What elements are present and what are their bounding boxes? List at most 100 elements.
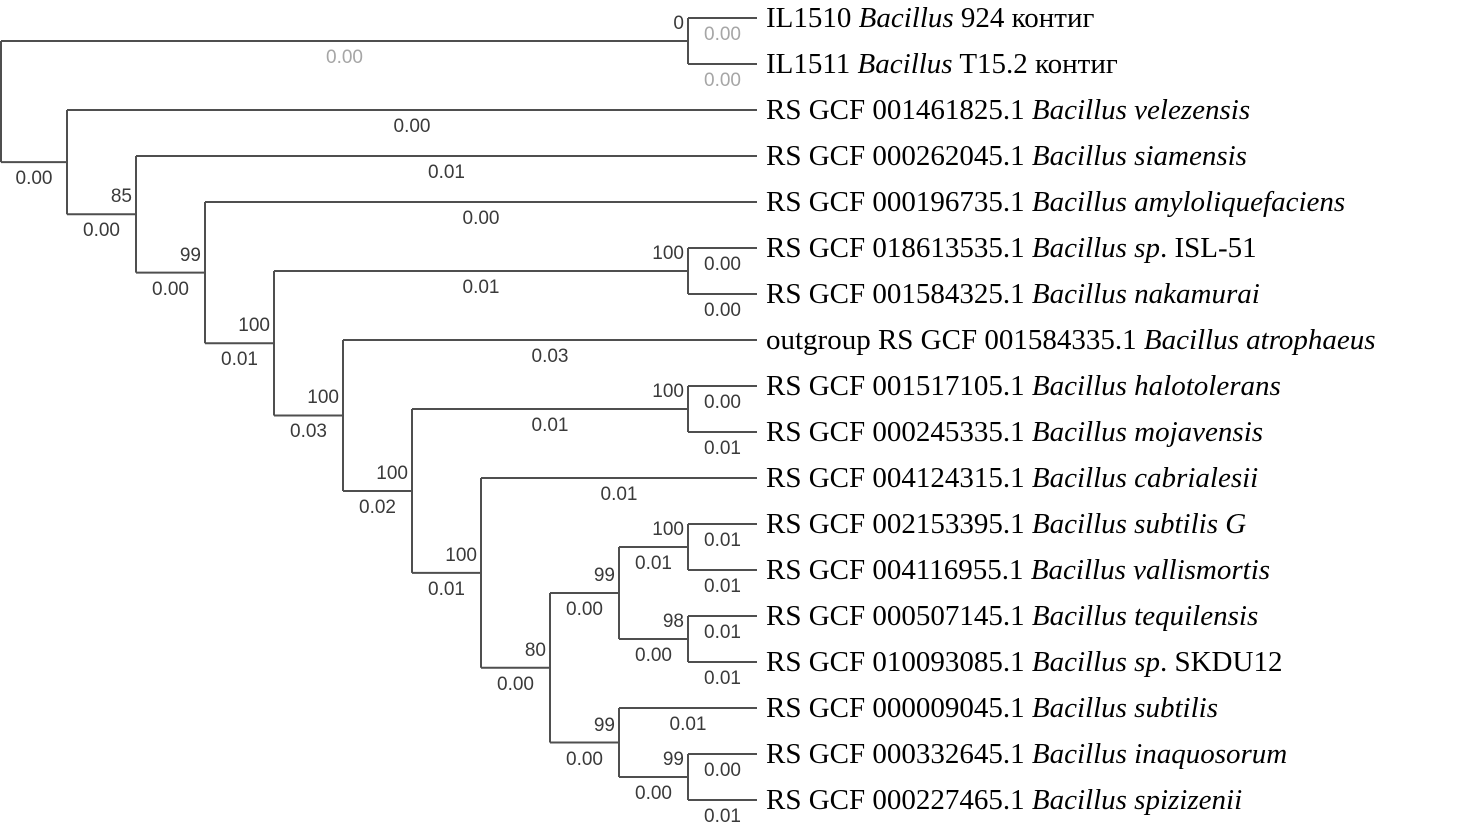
branch-length-label: 0.01	[704, 622, 741, 643]
support-value-label: 100	[238, 315, 270, 337]
taxon-species-italic: Bacillus siamensis	[1031, 140, 1247, 172]
taxon-label: IL1510 Bacillus 924 контиг	[766, 0, 1094, 37]
taxon-label: RS GCF 000507145.1 Bacillus tequilensis	[766, 597, 1258, 635]
taxon-species-italic: Bacillus subtilis G	[1031, 508, 1247, 540]
support-value-label: 99	[593, 565, 615, 586]
taxon-label: RS GCF 002153395.1 Bacillus subtilis G	[766, 505, 1246, 543]
taxon-species-italic: Bacillus nakamurai	[1031, 278, 1260, 310]
support-value-label: 100	[445, 544, 477, 566]
taxon-strain-suffix: . ISL-51	[1159, 232, 1257, 264]
support-value-label: 100	[652, 381, 684, 402]
branch-length-label: 0.01	[428, 578, 465, 600]
branch-length-label: 0.01	[704, 576, 741, 597]
support-value-label: 100	[652, 519, 684, 540]
taxon-accession: RS GCF 004116955.1	[766, 554, 1031, 586]
branch-length-label: 0.00	[326, 47, 363, 68]
branch-length-label: 0.00	[704, 392, 741, 413]
branch-length-label: 0.01	[531, 415, 569, 436]
taxon-accession: RS GCF 004124315.1	[766, 462, 1032, 494]
taxon-accession: RS GCF 001517105.1	[766, 370, 1032, 402]
taxon-label: RS GCF 001584325.1 Bacillus nakamurai	[766, 275, 1260, 313]
taxon-label: RS GCF 000332645.1 Bacillus inaquosorum	[766, 735, 1287, 773]
taxon-species-italic: Bacillus amyloliquefaciens	[1031, 186, 1346, 218]
taxon-accession: RS GCF 018613535.1	[766, 232, 1032, 264]
taxon-species-italic: Bacillus tequilensis	[1031, 600, 1259, 632]
taxon-label: outgroup RS GCF 001584335.1 Bacillus atr…	[766, 321, 1376, 359]
taxon-accession: RS GCF 000507145.1	[766, 600, 1032, 632]
taxon-species-italic: Bacillus vallismortis	[1030, 554, 1271, 586]
taxon-label: RS GCF 010093085.1 Bacillus sp. SKDU12	[766, 643, 1282, 681]
taxon-species-italic: Bacillus spizizenii	[1031, 784, 1243, 816]
support-value-label: 100	[652, 243, 684, 264]
branch-length-label: 0.00	[704, 24, 741, 45]
branch-length-label: 0.00	[462, 208, 500, 229]
branch-length-label: 0.01	[669, 714, 707, 735]
taxon-accession: RS GCF 001584325.1	[766, 278, 1032, 310]
support-value-label: 0	[673, 13, 684, 34]
branch-length-label: 0.01	[704, 806, 741, 826]
taxon-accession: RS GCF 000262045.1	[766, 140, 1032, 172]
taxon-accession: RS GCF 010093085.1	[766, 646, 1032, 678]
branch-length-label: 0.02	[359, 496, 396, 518]
taxon-label: RS GCF 000227465.1 Bacillus spizizenii	[766, 781, 1242, 819]
branch-length-label: 0.01	[704, 438, 741, 459]
branch-length-label: 0.00	[83, 220, 120, 242]
taxon-species-italic: Bacillus velezensis	[1031, 94, 1251, 126]
taxon-label: RS GCF 000196735.1 Bacillus amyloliquefa…	[766, 183, 1345, 221]
taxon-species-italic: Bacillus atrophaeus	[1143, 324, 1376, 356]
taxon-species-italic: Bacillus	[858, 2, 954, 34]
branch-length-label: 0.00	[704, 760, 741, 781]
branch-length-label: 0.00	[566, 748, 603, 770]
taxon-accession: RS GCF 000009045.1	[766, 692, 1032, 724]
support-value-label: 100	[376, 462, 408, 484]
support-value-label: 99	[662, 749, 684, 770]
branch-length-label: 0.00	[635, 645, 672, 666]
branch-length-label: 0.01	[635, 553, 672, 574]
taxon-label: RS GCF 004124315.1 Bacillus cabrialesii	[766, 459, 1258, 497]
branch-length-label: 0.00	[704, 254, 741, 275]
branch-length-label: 0.03	[290, 421, 327, 443]
branch-length-label: 0.00	[393, 116, 431, 137]
support-value-label: 99	[179, 244, 201, 266]
taxon-accession: RS GCF 000196735.1	[766, 186, 1032, 218]
branch-length-label: 0.01	[428, 162, 465, 183]
support-value-label: 85	[110, 186, 132, 208]
support-value-label: 80	[524, 639, 546, 661]
taxon-species-italic: Bacillus halotolerans	[1031, 370, 1281, 402]
taxon-species-italic: Bacillus mojavensis	[1031, 416, 1264, 448]
branch-length-label: 0.00	[15, 168, 53, 190]
taxon-accession: RS GCF 000227465.1	[766, 784, 1032, 816]
taxon-species-italic: Bacillus	[857, 48, 953, 80]
branch-length-label: 0.01	[462, 277, 500, 298]
branch-length-label: 0.00	[635, 783, 672, 804]
taxon-accession: RS GCF 000245335.1	[766, 416, 1032, 448]
taxon-species-italic: Bacillus subtilis	[1031, 692, 1218, 724]
taxon-label: IL1511 Bacillus T15.2 контиг	[766, 45, 1118, 83]
branch-length-label: 0.00	[152, 278, 189, 300]
taxon-label: RS GCF 000009045.1 Bacillus subtilis	[766, 689, 1218, 727]
branch-length-label: 0.01	[704, 668, 741, 689]
branch-length-label: 0.01	[600, 484, 638, 505]
taxon-label: RS GCF 000245335.1 Bacillus mojavensis	[766, 413, 1263, 451]
taxon-species-italic: Bacillus sp	[1031, 646, 1160, 678]
taxon-accession: IL1510	[766, 2, 859, 34]
branch-length-label: 0.00	[497, 673, 534, 695]
support-value-label: 99	[593, 714, 615, 736]
branch-length-label: 0.01	[221, 349, 258, 371]
branch-length-label: 0.00	[704, 70, 741, 91]
taxon-accession: RS GCF 000332645.1	[766, 738, 1032, 770]
taxon-strain-suffix: T15.2 контиг	[952, 48, 1118, 80]
taxon-accession: IL1511	[766, 48, 858, 80]
taxon-label: RS GCF 001517105.1 Bacillus halotolerans	[766, 367, 1281, 405]
taxon-species-italic: Bacillus inaquosorum	[1031, 738, 1288, 770]
taxon-label: RS GCF 004116955.1 Bacillus vallismortis	[766, 551, 1270, 589]
support-value-label: 100	[307, 387, 339, 409]
branch-length-label: 0.00	[566, 599, 603, 620]
taxon-label: RS GCF 018613535.1 Bacillus sp. ISL-51	[766, 229, 1257, 267]
support-value-label: 98	[662, 611, 684, 632]
taxon-species-italic: Bacillus cabrialesii	[1031, 462, 1259, 494]
taxon-accession: outgroup RS GCF 001584335.1	[766, 324, 1144, 356]
taxon-label: RS GCF 000262045.1 Bacillus siamensis	[766, 137, 1247, 175]
